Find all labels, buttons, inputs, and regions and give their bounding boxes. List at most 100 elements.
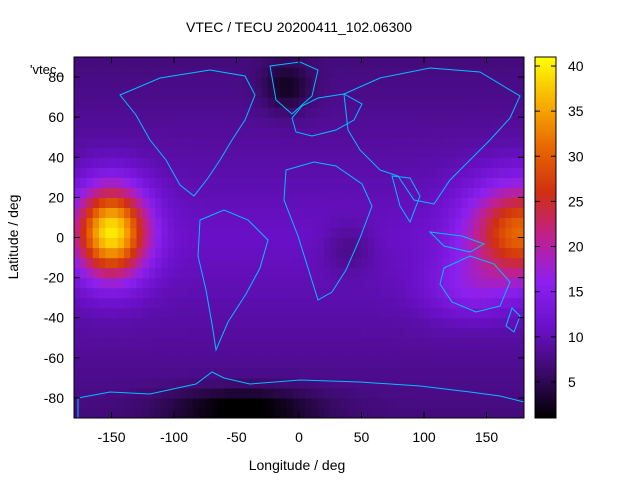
heatmap-cell bbox=[336, 277, 344, 289]
heatmap-cell bbox=[149, 367, 156, 379]
heatmap-cell bbox=[249, 207, 256, 219]
heatmap-cell bbox=[505, 267, 513, 279]
heatmap-cell bbox=[174, 247, 181, 259]
heatmap-cell bbox=[517, 117, 524, 128]
heatmap-cell bbox=[124, 307, 131, 319]
heatmap-cell bbox=[474, 237, 481, 249]
heatmap-cell bbox=[99, 327, 106, 339]
heatmap-cell bbox=[261, 147, 269, 158]
heatmap-cell bbox=[317, 57, 325, 68]
heatmap-cell bbox=[330, 357, 338, 369]
heatmap-cell bbox=[305, 207, 313, 219]
heatmap-cell bbox=[424, 357, 431, 369]
heatmap-cell bbox=[236, 127, 244, 138]
heatmap-cell bbox=[280, 77, 288, 88]
heatmap-cell bbox=[317, 67, 325, 78]
heatmap-cell bbox=[386, 237, 394, 249]
heatmap-cell bbox=[430, 137, 438, 148]
heatmap-cell bbox=[349, 397, 356, 409]
heatmap-cell bbox=[336, 157, 344, 168]
heatmap-cell bbox=[224, 137, 231, 148]
heatmap-cell bbox=[380, 397, 388, 409]
heatmap-cell bbox=[511, 57, 519, 68]
heatmap-cell bbox=[442, 177, 450, 188]
heatmap-cell bbox=[299, 407, 306, 418]
heatmap-cell bbox=[405, 357, 413, 369]
heatmap-cell bbox=[517, 237, 524, 249]
heatmap-cell bbox=[436, 177, 444, 188]
heatmap-cell bbox=[211, 227, 219, 239]
heatmap-cell bbox=[511, 317, 519, 329]
heatmap-cell bbox=[142, 57, 150, 68]
heatmap-cell bbox=[324, 267, 331, 279]
heatmap-cell bbox=[517, 297, 524, 309]
heatmap-cell bbox=[480, 307, 488, 319]
heatmap-cell bbox=[411, 107, 419, 118]
heatmap-cell bbox=[480, 137, 488, 148]
heatmap-cell bbox=[280, 227, 288, 239]
heatmap-cell bbox=[255, 247, 263, 259]
heatmap-cell bbox=[517, 367, 524, 379]
heatmap-cell bbox=[480, 267, 488, 279]
heatmap-cell bbox=[136, 357, 144, 369]
heatmap-cell bbox=[455, 157, 463, 168]
heatmap-cell bbox=[511, 157, 519, 168]
heatmap-cell bbox=[424, 77, 431, 88]
heatmap-cell bbox=[361, 347, 369, 359]
heatmap-cell bbox=[305, 167, 313, 178]
heatmap-cell bbox=[224, 347, 231, 359]
heatmap-cell bbox=[130, 397, 138, 409]
heatmap-cell bbox=[405, 157, 413, 168]
heatmap-cell bbox=[449, 207, 456, 219]
heatmap-cell bbox=[405, 97, 413, 108]
heatmap-cell bbox=[430, 377, 438, 389]
heatmap-cell bbox=[149, 337, 156, 349]
heatmap-cell bbox=[367, 367, 375, 379]
heatmap-cell bbox=[192, 357, 200, 369]
heatmap-cell bbox=[324, 247, 331, 259]
heatmap-cell bbox=[130, 367, 138, 379]
heatmap-cell bbox=[336, 287, 344, 299]
heatmap-cell bbox=[436, 87, 444, 98]
heatmap-cell bbox=[392, 167, 400, 178]
heatmap-cell bbox=[224, 247, 231, 259]
heatmap-cell bbox=[136, 377, 144, 389]
heatmap-cell bbox=[317, 227, 325, 239]
heatmap-cell bbox=[230, 397, 238, 409]
heatmap-cell bbox=[442, 147, 450, 158]
heatmap-cell bbox=[180, 197, 188, 209]
heatmap-cell bbox=[230, 67, 238, 78]
heatmap-cell bbox=[436, 107, 444, 118]
chart-title: VTEC / TECU 20200411_102.06300 bbox=[186, 19, 412, 35]
heatmap-cell bbox=[180, 387, 188, 399]
heatmap-cell bbox=[217, 107, 225, 118]
heatmap-cell bbox=[442, 117, 450, 128]
heatmap-cell bbox=[267, 357, 275, 369]
heatmap-cell bbox=[399, 207, 406, 219]
heatmap-cell bbox=[230, 107, 238, 118]
heatmap-cell bbox=[174, 147, 181, 158]
heatmap-cell bbox=[117, 77, 125, 88]
heatmap-cell bbox=[405, 257, 413, 269]
heatmap-cell bbox=[417, 367, 425, 379]
heatmap-cell bbox=[336, 187, 344, 198]
heatmap-cell bbox=[86, 157, 94, 168]
heatmap-cell bbox=[467, 397, 475, 409]
heatmap-cell bbox=[180, 337, 188, 349]
heatmap-cell bbox=[324, 357, 331, 369]
heatmap-cell bbox=[405, 137, 413, 148]
heatmap-cell bbox=[274, 107, 281, 118]
heatmap-cell bbox=[74, 57, 81, 68]
heatmap-cell bbox=[492, 277, 500, 289]
heatmap-cell bbox=[330, 247, 338, 259]
heatmap-cell bbox=[449, 197, 456, 209]
heatmap-cell bbox=[392, 337, 400, 349]
heatmap-cell bbox=[386, 77, 394, 88]
heatmap-cell bbox=[217, 307, 225, 319]
heatmap-cell bbox=[342, 217, 350, 229]
heatmap-cell bbox=[449, 347, 456, 359]
heatmap-cell bbox=[430, 327, 438, 339]
heatmap-cell bbox=[499, 277, 506, 289]
heatmap-cell bbox=[124, 277, 131, 289]
heatmap-cell bbox=[480, 357, 488, 369]
